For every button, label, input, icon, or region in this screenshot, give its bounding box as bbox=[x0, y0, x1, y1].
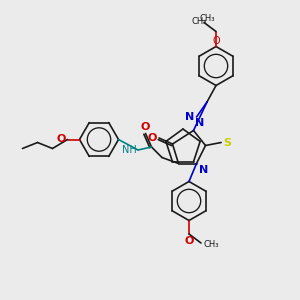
Text: N: N bbox=[195, 118, 204, 128]
Text: O: O bbox=[184, 236, 194, 245]
Text: O: O bbox=[57, 134, 66, 145]
Text: O: O bbox=[212, 36, 220, 46]
Text: CH₃: CH₃ bbox=[199, 14, 215, 23]
Text: N: N bbox=[185, 112, 194, 122]
Text: O: O bbox=[141, 122, 150, 132]
Text: CH₃: CH₃ bbox=[192, 17, 207, 26]
Text: O: O bbox=[147, 133, 157, 143]
Text: N: N bbox=[199, 165, 208, 175]
Text: NH: NH bbox=[122, 145, 136, 155]
Text: CH₃: CH₃ bbox=[204, 240, 220, 249]
Text: S: S bbox=[224, 137, 232, 148]
